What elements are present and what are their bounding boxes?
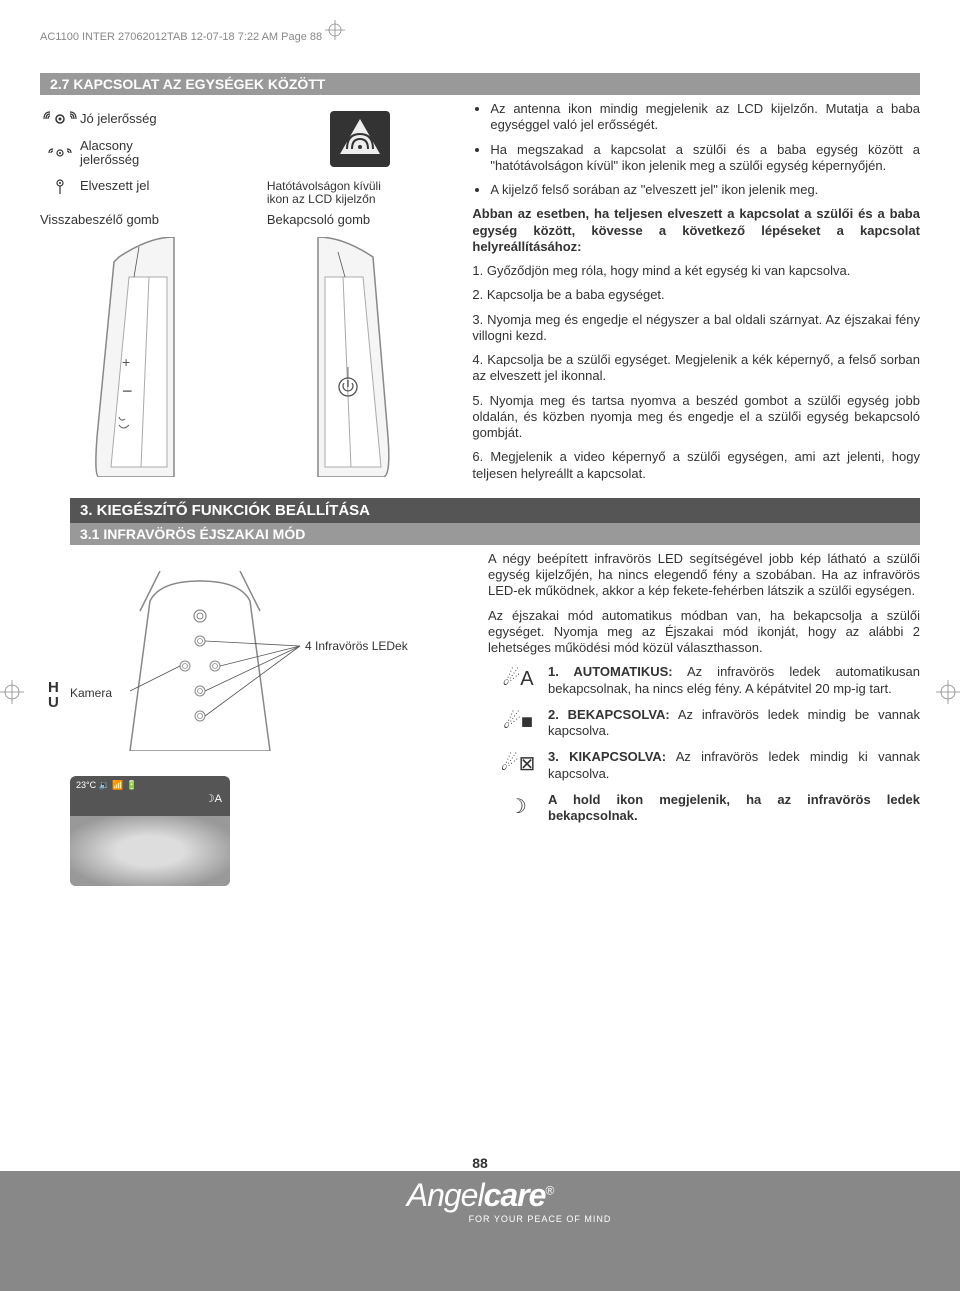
parent-unit-diagram-icon: + − xyxy=(89,237,259,477)
infra-para-2: Az éjszakai mód automatikus módban van, … xyxy=(488,608,920,657)
lang-line-2: U xyxy=(48,695,59,710)
mode-1-label: 1. AUTOMATIKUS: xyxy=(548,664,673,679)
section-3-1-title: 3.1 INFRAVÖRÖS ÉJSZAKAI MÓD xyxy=(70,523,920,545)
status-bar-text: 23°C 🔉 📶 🔋 xyxy=(76,780,137,791)
registration-mark-left-icon xyxy=(0,680,24,704)
bullet-item: A kijelző felső sorában az "elveszett je… xyxy=(490,182,920,198)
out-of-range-warning-icon xyxy=(325,109,395,169)
camera-unit-diagram-icon xyxy=(70,571,330,751)
lost-signal-label: Elveszett jel xyxy=(80,179,267,193)
moon-icon: ☽ xyxy=(488,792,548,819)
screen-preview-icon: 23°C 🔉 📶 🔋 ☽A xyxy=(70,776,230,886)
page-number: 88 xyxy=(464,1153,496,1173)
bullet-item: Ha megszakad a kapcsolat a szülői és a b… xyxy=(490,142,920,175)
step-item: 4. Kapcsolja be a szülői egységet. Megje… xyxy=(472,352,920,385)
brand-tagline: FOR YOUR PEACE OF MIND xyxy=(120,1214,960,1224)
low-signal-label-2: jelerősség xyxy=(80,152,139,167)
brand-logo: Angelcare® xyxy=(0,1177,960,1214)
page-footer: 88 Angelcare® FOR YOUR PEACE OF MIND xyxy=(0,1171,960,1291)
meta-text: AC1100 INTER 27062012TAB 12-07-18 7:22 A… xyxy=(40,31,322,43)
led-label: 4 Infravörös LEDek xyxy=(305,639,408,653)
mode-off-icon: ☄⊠ xyxy=(488,749,548,776)
section-2-7-title: 2.7 KAPCSOLAT AZ EGYSÉGEK KÖZÖTT xyxy=(40,73,920,95)
out-of-range-label-2: ikon az LCD kijelzőn xyxy=(267,192,376,206)
out-of-range-label-1: Hatótávolságon kívüli xyxy=(267,179,381,193)
svg-text:−: − xyxy=(122,381,133,401)
brand-light: Angel xyxy=(407,1177,484,1213)
language-tab: H U xyxy=(48,680,59,710)
lost-signal-icon xyxy=(52,178,68,196)
registration-mark-right-icon xyxy=(936,680,960,704)
section-2-7-bullets: Az antenna ikon mindig megjelenik az LCD… xyxy=(472,101,920,198)
talkback-button-label: Visszabeszélő gomb xyxy=(40,212,267,227)
kamera-label: Kamera xyxy=(70,686,112,700)
svg-text:+: + xyxy=(122,354,130,370)
section-3-title: 3. KIEGÉSZÍTŐ FUNKCIÓK BEÁLLÍTÁSA xyxy=(70,498,920,523)
baby-unit-diagram-icon xyxy=(263,237,403,477)
section-3-1-content: Kamera 4 Infravörös LEDek 23°C 🔉 📶 🔋 ☽A … xyxy=(70,551,920,886)
step-item: 2. Kapcsolja be a baba egységet. xyxy=(472,287,920,303)
good-signal-icon xyxy=(42,109,78,129)
step-item: 3. Nyomja meg és engedje el négyszer a b… xyxy=(472,312,920,345)
mode-3-label: 3. KIKAPCSOLVA: xyxy=(548,749,666,764)
mode-on-icon: ☄■ xyxy=(488,707,548,734)
brand-bold: care xyxy=(484,1177,546,1213)
section-2-7-content: Jó jelerősség Alacsonyjelerősség Elvesze… xyxy=(40,101,920,490)
infra-para-1: A négy beépített infravörös LED segítség… xyxy=(488,551,920,600)
good-signal-label: Jó jelerősség xyxy=(80,112,267,126)
step-item: 6. Megjelenik a video képernyő a szülői … xyxy=(472,449,920,482)
low-signal-icon xyxy=(45,144,75,162)
step-item: 5. Nyomja meg és tartsa nyomva a beszéd … xyxy=(472,393,920,442)
page-header-meta: AC1100 INTER 27062012TAB 12-07-18 7:22 A… xyxy=(40,20,920,43)
section-2-7-steps: 1. Győződjön meg róla, hogy mind a két e… xyxy=(472,263,920,482)
step-item: 1. Győződjön meg róla, hogy mind a két e… xyxy=(472,263,920,279)
crop-mark-icon xyxy=(325,20,345,40)
mode-2-label: 2. BEKAPCSOLVA: xyxy=(548,707,670,722)
bullet-item: Az antenna ikon mindig megjelenik az LCD… xyxy=(490,101,920,134)
mode-auto-icon: ☄A xyxy=(488,664,548,691)
low-signal-label-1: Alacsony xyxy=(80,138,133,153)
lang-line-1: H xyxy=(48,680,59,695)
power-button-label: Bekapcsoló gomb xyxy=(267,212,453,227)
section-2-7-bold-para: Abban az esetben, ha teljesen elveszett … xyxy=(472,206,920,255)
moon-note: A hold ikon megjelenik, ha az infravörös… xyxy=(548,792,920,823)
